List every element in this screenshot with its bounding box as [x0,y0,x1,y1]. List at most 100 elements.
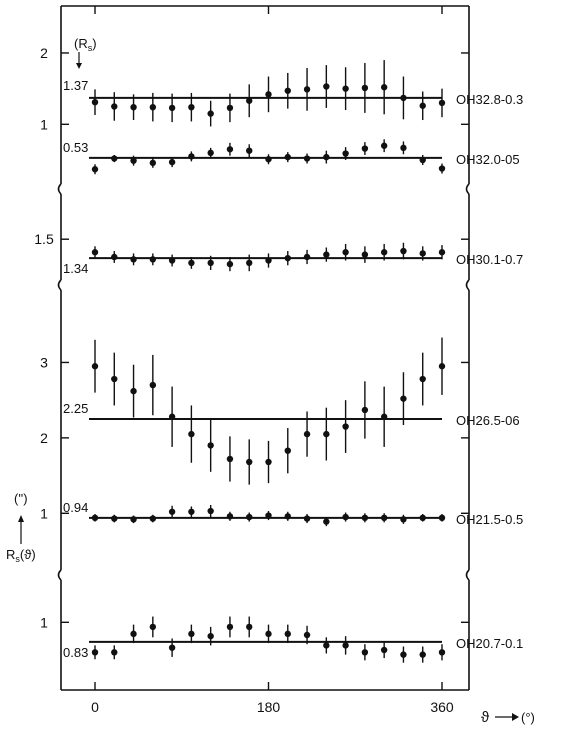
x-axis-label: ϑ [481,709,490,726]
ytick-label-3-3: 3 [40,354,48,370]
series-4-point-2 [130,516,137,523]
series-2-point-6 [207,259,214,267]
series-5-point-17 [419,651,426,658]
series-3-point-12 [323,430,330,438]
series-3-point-16 [400,395,407,402]
series-4-point-11 [303,515,311,522]
series-2-point-18 [438,249,446,256]
series-0-point-10 [284,87,291,94]
series-5-label: OH20.7-0.1 [456,636,523,651]
series-0-point-4 [168,104,176,112]
y-axis-label: Rs(ϑ) [6,547,36,564]
series-5-point-4 [168,644,176,651]
series-2-point-10 [284,254,291,262]
series-3-point-9 [265,458,272,466]
series-4-point-9 [265,512,272,519]
series-1-label: OH32.0-05 [456,152,520,167]
series-0-point-8 [246,97,253,104]
series-5-point-14 [361,649,369,656]
series-2-mean-label: 1.34 [63,261,88,276]
series-5-point-13 [342,642,349,649]
series-0-mean-label: 1.37 [63,78,88,93]
series-3-point-1 [111,375,118,383]
series-1-point-1 [111,155,118,162]
series-5-point-12 [323,642,330,649]
panel-4: 0.94 OH21.5-0.5 [63,500,523,527]
series-5-mean-label: 0.83 [63,645,88,660]
xtick-label-180: 180 [257,699,281,715]
series-4-point-10 [284,513,291,520]
series-0-point-9 [265,91,272,98]
series-0-point-3 [149,103,157,111]
series-5-point-8 [246,623,253,631]
series-4-point-8 [246,513,253,521]
series-2-point-11 [303,253,311,261]
series-0-point-5 [188,103,195,111]
ytick-label-5-1: 1 [40,614,48,630]
ytick-label-3-2: 2 [40,430,48,446]
series-5-point-1 [111,649,118,656]
series-2-point-4 [168,257,176,264]
series-3-point-7 [226,455,234,463]
series-2-point-2 [130,256,137,263]
series-3-point-5 [188,430,195,438]
series-1-point-18 [438,165,446,172]
series-2-point-12 [323,251,330,258]
series-3-point-8 [246,458,253,466]
series-5-point-9 [265,630,272,638]
panel-0: 1.37 OH32.8-0.3 1 2 [40,45,523,132]
series-2-point-15 [380,249,388,256]
x-axis-arrowhead [512,713,519,721]
ytick-label-0-1: 1 [40,116,48,132]
series-1-point-6 [207,149,214,157]
series-1-point-0 [91,166,99,173]
series-1-point-17 [419,156,426,164]
ytick-label-3-1: 1 [40,505,48,521]
series-0-point-1 [111,103,118,110]
series-2-point-3 [149,256,157,263]
series-0-label: OH32.8-0.3 [456,92,523,107]
series-1-mean-label: 0.53 [63,140,88,155]
series-5-point-10 [284,630,291,638]
series-5-point-2 [130,630,137,638]
series-4-point-17 [419,514,426,522]
series-3-point-15 [380,413,388,420]
series-4-point-16 [400,516,407,523]
series-4-point-7 [226,513,234,520]
series-0-point-2 [130,103,137,111]
series-1-point-3 [149,159,157,167]
rs-annotation-end: ) [92,36,96,51]
y-axis-label-end: (ϑ) [20,547,36,562]
series-5-point-16 [400,651,407,658]
series-0-point-14 [361,84,369,92]
series-4-point-12 [323,518,330,525]
left-axis-break-0 [57,183,62,195]
series-3-point-3 [149,381,157,389]
series-5-point-11 [303,631,311,639]
series-2-point-8 [246,259,253,267]
series-3-point-17 [419,375,426,383]
series-4-point-15 [380,514,388,522]
series-3-label: OH26.5-06 [456,413,520,428]
series-5-point-18 [438,649,446,656]
series-5-point-15 [380,646,388,654]
series-4-point-1 [111,515,118,522]
series-5-point-6 [207,632,214,640]
series-3-mean-label: 2.25 [63,401,88,416]
x-axis-unit: (°) [521,710,535,725]
right-axis-break-2 [465,569,470,581]
panel-3: 2.25 OH26.5-06 1 2 3 [40,337,520,521]
series-2-point-14 [361,251,369,258]
series-5-point-3 [149,623,157,631]
y-axis-arrowhead [18,515,24,522]
series-2-point-0 [91,249,99,256]
series-1-point-14 [361,145,369,152]
series-3-point-4 [168,413,176,420]
series-1-point-2 [130,157,137,164]
series-1-point-13 [342,150,349,157]
left-axis-break-1 [57,279,62,291]
axis-labels: (Rs) ('') Rs(ϑ) 0 180 360 ϑ (°) [6,6,535,726]
right-axis-break-1 [465,279,470,291]
series-3-point-0 [91,363,99,370]
